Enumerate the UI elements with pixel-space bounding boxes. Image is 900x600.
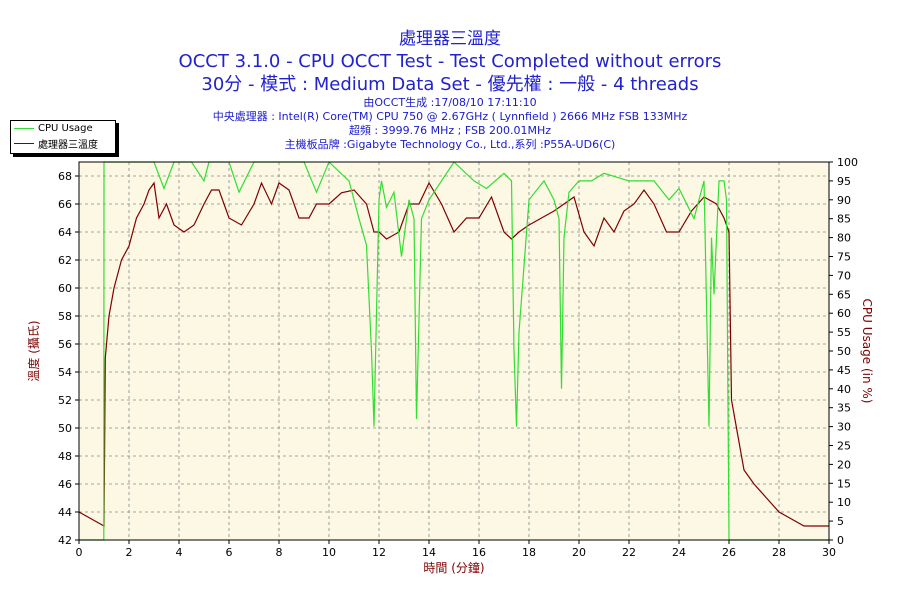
y-left-tick-label: 42 (58, 534, 72, 547)
y-left-tick-label: 58 (58, 310, 72, 323)
y-left-tick-label: 66 (58, 198, 72, 211)
y-right-tick-label: 40 (837, 383, 851, 396)
y-left-tick-label: 64 (58, 226, 72, 239)
x-tick-label: 8 (276, 546, 283, 559)
y-right-tick-label: 45 (837, 364, 851, 377)
y-left-tick-label: 60 (58, 282, 72, 295)
legend-swatch-temperature (14, 143, 34, 144)
y-right-tick-label: 10 (837, 496, 851, 509)
y-right-tick-label: 70 (837, 269, 851, 282)
x-tick-label: 30 (822, 546, 836, 559)
y-right-tick-label: 30 (837, 421, 851, 434)
y-right-tick-label: 100 (837, 156, 858, 169)
y-left-tick-label: 62 (58, 254, 72, 267)
y-right-tick-label: 25 (837, 440, 851, 453)
y-right-tick-label: 0 (837, 534, 844, 547)
x-tick-label: 20 (572, 546, 586, 559)
y-right-tick-label: 75 (837, 251, 851, 264)
chart-subtitle-test: OCCT 3.1.0 - CPU OCCT Test - Test Comple… (178, 51, 722, 72)
x-tick-label: 2 (126, 546, 133, 559)
legend-swatch-cpu-usage (14, 128, 34, 129)
x-tick-label: 4 (176, 546, 183, 559)
y-left-tick-label: 52 (58, 394, 72, 407)
y-left-tick-label: 54 (58, 366, 72, 379)
x-tick-label: 18 (522, 546, 536, 559)
x-axis-label: 時間 (分鐘) (423, 560, 484, 575)
axis-ticks: 0 2 4 6 8 10 12 14 16 18 20 22 24 26 28 304244464850525… (58, 156, 858, 559)
info-generated: 由OCCT生成 :17/08/10 17:11:10 (363, 96, 537, 109)
chart-title: 處理器三溫度 (399, 29, 501, 49)
legend-item-cpu-usage: CPU Usage (11, 121, 115, 136)
x-tick-label: 0 (76, 546, 83, 559)
x-tick-label: 28 (772, 546, 786, 559)
y-right-tick-label: 90 (837, 194, 851, 207)
x-tick-label: 12 (372, 546, 386, 559)
y-right-tick-label: 85 (837, 213, 851, 226)
legend-label-cpu-usage: CPU Usage (38, 123, 93, 134)
y-left-tick-label: 68 (58, 170, 72, 183)
legend-item-temperature: 處理器三溫度 (11, 136, 115, 151)
legend: CPU Usage 處理器三溫度 (10, 120, 116, 154)
y-axis-label-left: 溫度 (攝氏) (26, 320, 41, 381)
info-mobo: 主機板品牌 :Gigabyte Technology Co., Ltd.,系列 … (284, 138, 616, 151)
y-left-tick-label: 48 (58, 450, 72, 463)
y-right-tick-label: 80 (837, 232, 851, 245)
info-cpu: 中央處理器 : Intel(R) Core(TM) CPU 750 @ 2.67… (212, 110, 688, 123)
y-right-tick-label: 15 (837, 477, 851, 490)
x-tick-label: 24 (672, 546, 686, 559)
plot-background (79, 162, 829, 540)
y-axis-label-right: CPU Usage (in %) (860, 299, 874, 404)
legend-label-temperature: 處理器三溫度 (38, 140, 98, 151)
y-left-tick-label: 56 (58, 338, 72, 351)
y-right-tick-label: 35 (837, 402, 851, 415)
y-right-tick-label: 65 (837, 288, 851, 301)
y-right-tick-label: 50 (837, 345, 851, 358)
y-right-tick-label: 60 (837, 307, 851, 320)
title-block: 處理器三溫度 OCCT 3.1.0 - CPU OCCT Test - Test… (0, 0, 900, 152)
chart-subtitle-mode: 30分 - 模式 : Medium Data Set - 優先權 : 一般 - … (201, 74, 699, 95)
y-right-tick-label: 5 (837, 515, 844, 528)
y-right-tick-label: 95 (837, 175, 851, 188)
x-tick-label: 14 (422, 546, 436, 559)
x-tick-label: 22 (622, 546, 636, 559)
y-right-tick-label: 55 (837, 326, 851, 339)
info-freq: 超頻 : 3999.76 MHz ; FSB 200.01MHz (348, 124, 552, 137)
y-left-tick-label: 50 (58, 422, 72, 435)
y-right-tick-label: 20 (837, 458, 851, 471)
y-left-tick-label: 46 (58, 478, 72, 491)
x-tick-label: 6 (226, 546, 233, 559)
y-left-tick-label: 44 (58, 506, 72, 519)
x-tick-label: 10 (322, 546, 336, 559)
x-tick-label: 26 (722, 546, 736, 559)
x-tick-label: 16 (472, 546, 486, 559)
